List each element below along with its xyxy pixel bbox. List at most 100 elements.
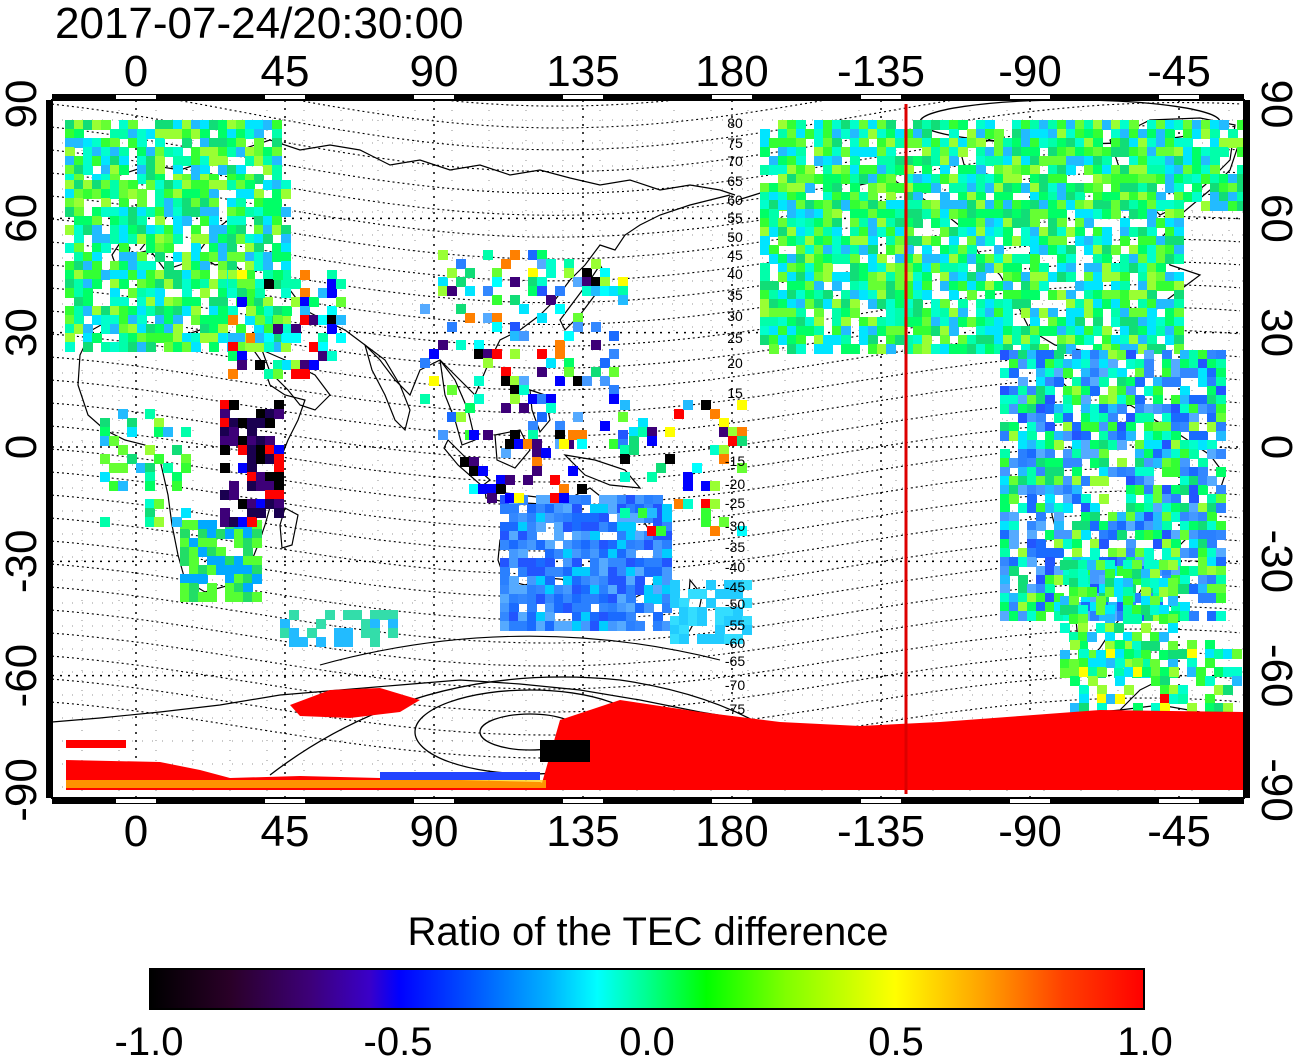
tec-cell [1117, 593, 1127, 603]
tec-cell [1168, 587, 1178, 597]
tec-cell [155, 315, 165, 325]
tec-cell [922, 281, 932, 291]
tec-cell [1063, 503, 1073, 513]
tec-cell [582, 286, 592, 296]
tec-cell [119, 129, 129, 139]
tec-cell [662, 558, 672, 568]
tec-cell [737, 400, 747, 410]
tec-cell [662, 549, 672, 559]
tec-cell [1063, 395, 1073, 405]
tec-cell [1144, 422, 1154, 432]
tec-cell [940, 344, 950, 354]
tec-cell [1009, 512, 1019, 522]
tec-cell [137, 324, 147, 334]
axis-tick-gap [712, 95, 752, 99]
tec-cell [976, 138, 986, 148]
tec-cell [209, 252, 219, 262]
tec-cell [1105, 560, 1115, 570]
tec-cell [608, 495, 618, 505]
tec-cell [207, 520, 217, 530]
tec-cell [110, 306, 120, 316]
tec-cell [1030, 344, 1040, 354]
tec-cell [1171, 503, 1181, 513]
tec-cell [787, 183, 797, 193]
tec-cell [1151, 703, 1161, 713]
tec-cell [92, 147, 102, 157]
tec-cell [1216, 485, 1226, 495]
tec-cell [877, 165, 887, 175]
tec-cell [563, 621, 573, 631]
tec-cell [715, 616, 725, 626]
tec-cell [1144, 368, 1154, 378]
tec-cell [236, 198, 246, 208]
tec-cell [1079, 685, 1089, 695]
tec-cell [227, 252, 237, 262]
tec-cell [1180, 485, 1190, 495]
tec-cell [868, 165, 878, 175]
tec-cell [976, 174, 986, 184]
tec-cell [264, 279, 274, 289]
tec-cell [227, 120, 237, 130]
tec-cell [154, 454, 164, 464]
tec-cell [1030, 281, 1040, 291]
tec-cell [688, 616, 698, 626]
tec-cell [154, 499, 164, 509]
tec-cell [92, 306, 102, 316]
tec-cell [1054, 602, 1064, 612]
tec-cell [985, 156, 995, 166]
lon-tick-label-top: 45 [261, 47, 310, 96]
tec-cell [1171, 395, 1181, 405]
tec-cell [1192, 165, 1202, 175]
tec-cell [778, 317, 788, 327]
tec-cell [1048, 317, 1058, 327]
tec-cell [823, 263, 833, 273]
tec-cell [1099, 449, 1109, 459]
magnetic-contour [52, 170, 1241, 238]
tec-cell [1153, 584, 1163, 594]
tec-cell [243, 592, 253, 602]
tec-cell [1108, 431, 1118, 441]
tec-cell [1207, 422, 1217, 432]
tec-cell [200, 156, 210, 166]
tec-cell [527, 513, 537, 523]
tec-cell [509, 549, 519, 559]
magnetic-contour [293, 100, 830, 129]
tec-cell [985, 308, 995, 318]
tec-cell [1180, 602, 1190, 612]
tec-cell [994, 335, 1004, 345]
tec-cell [886, 245, 896, 255]
contour-label: 65 [727, 173, 743, 189]
tec-cell [1102, 236, 1112, 246]
tec-cell [1126, 359, 1136, 369]
tec-cell [1003, 317, 1013, 327]
tec-cell [1141, 659, 1151, 669]
tec-cell [500, 558, 510, 568]
tec-cell [940, 156, 950, 166]
tec-cell [1066, 147, 1076, 157]
colorbar-tick-label: 0.0 [619, 1020, 675, 1064]
tec-cell [985, 254, 995, 264]
tec-cell [1138, 200, 1148, 210]
tec-cell [245, 243, 255, 253]
tec-cell [1105, 614, 1115, 624]
tec-cell [220, 445, 230, 455]
tec-cell [985, 147, 995, 157]
tec-cell [1162, 359, 1172, 369]
tec-cell [100, 454, 110, 464]
tec-cell [573, 412, 583, 422]
tec-cell [155, 288, 165, 298]
tec-cell [1123, 632, 1133, 642]
tec-cell [92, 279, 102, 289]
tec-cell [581, 567, 591, 577]
tec-cell [1210, 138, 1220, 148]
tec-cell [599, 495, 609, 505]
tec-cell [949, 308, 959, 318]
tec-cell [438, 250, 448, 260]
tec-cell [252, 556, 262, 566]
tec-cell [1000, 386, 1010, 396]
axis-tick-gap [1010, 799, 1050, 803]
tec-cell [823, 147, 833, 157]
tec-cell [528, 286, 538, 296]
tec-cell [1160, 703, 1170, 713]
tec-cell [1079, 703, 1089, 713]
